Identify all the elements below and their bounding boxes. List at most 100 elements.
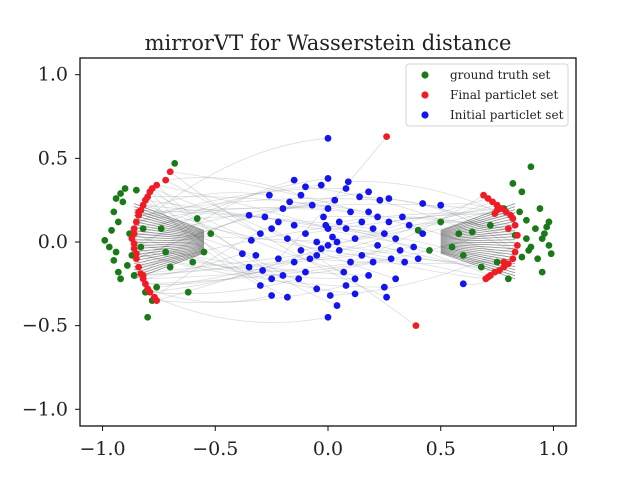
ground-truth-point: [108, 226, 115, 234]
initial-particle-point: [297, 246, 305, 254]
initial-particle-point: [405, 221, 413, 229]
trajectory-path: [136, 253, 356, 280]
initial-particle-point: [238, 250, 246, 258]
y-tick-label: −1.0: [22, 398, 68, 420]
trajectory-path: [154, 296, 329, 323]
initial-particle-point: [297, 191, 305, 199]
converging-stroke: [440, 233, 516, 240]
final-particle-point: [139, 272, 147, 279]
initial-particle-point: [259, 267, 267, 274]
ground-truth-point: [437, 218, 445, 226]
final-particle-point: [484, 273, 492, 281]
trajectory-path: [348, 181, 514, 219]
initial-particle-point: [324, 313, 332, 321]
ground-truth-point: [157, 225, 165, 233]
converging-stroke: [134, 245, 205, 256]
ground-truth-point: [523, 216, 530, 224]
initial-particle-point: [333, 238, 341, 246]
initial-particle-point: [256, 230, 264, 238]
data-points: [101, 133, 555, 330]
ground-truth-point: [123, 262, 131, 269]
final-particle-point: [412, 322, 420, 330]
ground-truth-point: [468, 228, 476, 236]
initial-particle-point: [351, 275, 359, 283]
converging-stroke: [133, 215, 205, 235]
trajectory-path: [339, 212, 495, 223]
legend-label-initial: Initial particlet set: [450, 108, 564, 122]
ground-truth-point: [144, 313, 152, 321]
converging-stroke: [134, 218, 205, 236]
initial-particle-point: [313, 238, 321, 246]
ground-truth-point: [132, 186, 140, 194]
y-tick-label: 0.0: [38, 231, 68, 253]
initial-particle-point: [268, 275, 276, 283]
converging-stroke: [440, 252, 516, 280]
ground-truth-point: [114, 218, 122, 226]
chart-title: mirrorVT for Wasserstein distance: [145, 31, 512, 55]
trajectory-path: [147, 288, 272, 303]
initial-particle-point: [385, 218, 393, 226]
final-particle-point: [130, 240, 138, 248]
initial-particle-point: [279, 272, 287, 279]
initial-particle-point: [335, 246, 343, 254]
ground-truth-point: [166, 263, 174, 271]
final-particle-point: [153, 181, 161, 189]
ground-truth-point: [112, 248, 120, 256]
axis-ticks: −1.0 −0.5 0.0 0.5 1.0 −1.0 −0.5 0.0 0.5 1.0: [22, 64, 569, 460]
initial-particle-point: [245, 263, 253, 271]
initial-particle-point: [284, 235, 291, 243]
trajectory-path: [156, 285, 347, 304]
ground-truth-point: [455, 230, 463, 238]
trajectory-path: [152, 188, 261, 234]
ground-truth-point: [184, 288, 192, 296]
ground-truth-point: [117, 275, 124, 283]
trajectory-path: [332, 236, 495, 273]
ground-truth-point: [101, 236, 109, 244]
final-particle-point: [135, 263, 143, 271]
initial-particle-point: [410, 243, 418, 251]
trajectory-path: [140, 209, 374, 230]
ground-truth-point: [119, 198, 127, 206]
converging-stroke: [440, 209, 516, 233]
trajectory-path: [149, 261, 295, 293]
initial-particle-point: [358, 218, 366, 226]
initial-particle-point: [376, 196, 384, 204]
initial-particle-point: [320, 213, 327, 221]
legend-label-ground-truth: ground truth set: [450, 68, 551, 82]
initial-particle-point: [317, 245, 325, 253]
initial-particle-point: [302, 268, 309, 276]
final-particle-point: [135, 208, 143, 216]
initial-particle-point: [275, 218, 282, 226]
initial-particle-point: [396, 246, 404, 254]
initial-particle-point: [344, 178, 352, 186]
final-particle-point: [504, 225, 512, 233]
initial-particle-point: [322, 221, 330, 229]
ground-truth-point: [153, 283, 161, 291]
initial-particle-point: [268, 225, 276, 233]
converging-stroke: [440, 221, 516, 237]
ground-truth-point: [200, 248, 208, 256]
trajectory-path: [133, 178, 329, 250]
initial-particle-point: [324, 241, 332, 249]
legend-marker-final: [421, 91, 429, 99]
initial-particle-point: [380, 230, 388, 238]
converging-stroke: [440, 242, 516, 247]
ground-truth-point: [534, 255, 542, 263]
initial-particle-point: [365, 272, 372, 279]
initial-particle-point: [290, 258, 298, 266]
final-particle-point: [132, 255, 140, 263]
ground-truth-point: [536, 205, 544, 212]
initial-particle-point: [351, 235, 359, 243]
converging-stroke: [133, 212, 205, 234]
trajectory-path: [422, 203, 516, 253]
trajectory-path: [339, 201, 493, 251]
trajectory-path: [354, 198, 489, 240]
converging-stroke: [134, 236, 205, 241]
trajectory-path: [138, 211, 405, 263]
ground-truth-point: [541, 230, 548, 238]
converging-stroke: [134, 242, 205, 247]
trajectory-path: [422, 214, 511, 235]
converging-stroke: [134, 248, 205, 265]
ground-truth-point: [523, 235, 530, 243]
ground-truth-point: [162, 248, 170, 256]
